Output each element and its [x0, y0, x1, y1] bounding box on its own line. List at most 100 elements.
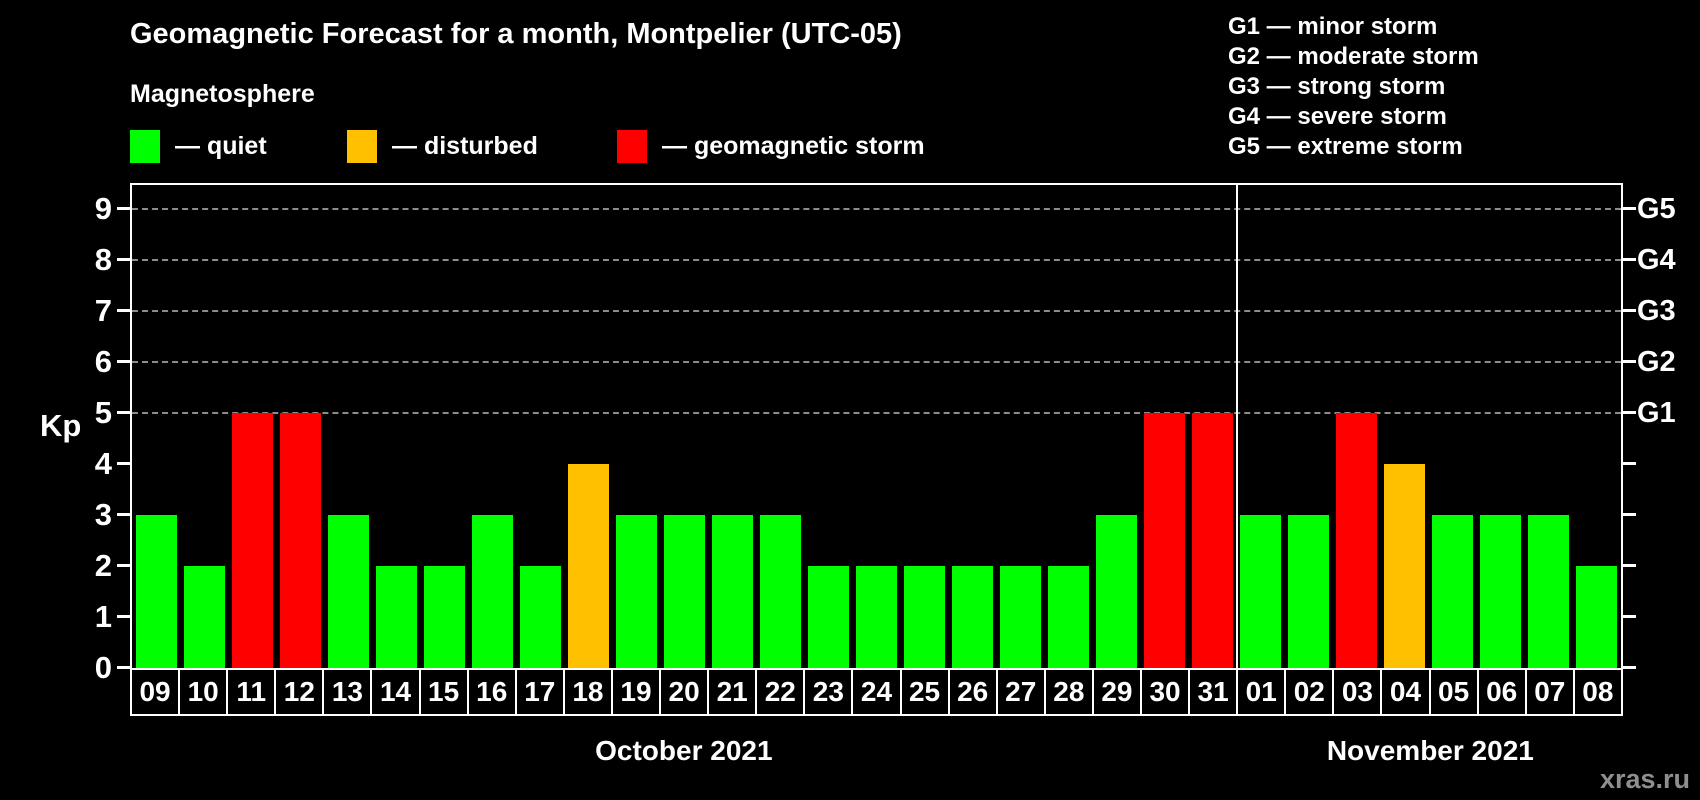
month-label: October 2021 — [595, 735, 773, 766]
y-axis-tick — [117, 615, 130, 618]
bar-cell — [420, 566, 468, 668]
kp-bar-day-23 — [807, 566, 849, 668]
gridline-kp8 — [132, 259, 1621, 261]
day-label-11: 11 — [226, 668, 277, 716]
y-axis-tick — [117, 513, 130, 516]
kp-bar-day-29 — [1096, 515, 1138, 668]
y-axis-tick — [117, 360, 130, 363]
bar-cell — [852, 566, 900, 668]
legend-item-disturbed: — disturbed — [347, 130, 538, 163]
kp-bar-day-03 — [1336, 413, 1378, 668]
g-level-label-g5: G5 — [1637, 193, 1676, 225]
day-label-17: 17 — [514, 668, 565, 716]
right-axis-tick — [1623, 564, 1636, 567]
y-axis-tick-label: 7 — [94, 293, 112, 328]
y-axis-tick — [117, 564, 130, 567]
kp-bar-day-30 — [1144, 413, 1186, 668]
bar-cell — [564, 464, 612, 668]
bar-cell — [1477, 515, 1525, 668]
bar-cell — [1045, 566, 1093, 668]
bar-cell — [228, 413, 276, 668]
bar-cell — [372, 566, 420, 668]
g-legend-line-4: G4 — severe storm — [1228, 103, 1447, 130]
g-level-label-g4: G4 — [1637, 244, 1676, 276]
gridline-kp9 — [132, 208, 1621, 210]
right-axis-tick — [1623, 666, 1636, 669]
bar-cell — [468, 515, 516, 668]
legend-swatch-disturbed — [347, 130, 377, 163]
day-label-20: 20 — [659, 668, 710, 716]
day-label-02: 02 — [1284, 668, 1335, 716]
y-axis-tick-label: 3 — [94, 497, 112, 532]
bar-cell — [1525, 515, 1573, 668]
bar-cell — [1285, 515, 1333, 668]
y-axis-tick — [117, 207, 130, 210]
day-label-15: 15 — [418, 668, 469, 716]
bar-cell — [276, 413, 324, 668]
kp-bar-day-07 — [1528, 515, 1570, 668]
legend-label-disturbed: — disturbed — [392, 132, 538, 160]
y-axis-tick — [117, 666, 130, 669]
bar-cell — [708, 515, 756, 668]
kp-bar-day-04 — [1384, 464, 1426, 668]
legend-swatch-storm — [617, 130, 647, 163]
y-axis-tick — [117, 411, 130, 414]
bar-cell — [1429, 515, 1477, 668]
y-axis-tick — [117, 258, 130, 261]
bar-cell — [132, 515, 180, 668]
bar-cell — [1381, 464, 1429, 668]
right-axis-tick — [1623, 513, 1636, 516]
kp-bar-day-09 — [135, 515, 177, 668]
watermark: xras.ru — [1599, 764, 1690, 794]
bar-cell — [804, 566, 852, 668]
right-axis-tick — [1623, 207, 1636, 210]
right-axis-tick — [1623, 360, 1636, 363]
kp-bar-day-12 — [279, 413, 321, 668]
kp-bar-day-13 — [327, 515, 369, 668]
gridline-kp6 — [132, 361, 1621, 363]
day-label-31: 31 — [1188, 668, 1239, 716]
bar-cell — [660, 515, 708, 668]
bar-cell — [612, 515, 660, 668]
day-label-23: 23 — [803, 668, 854, 716]
right-axis-tick — [1623, 309, 1636, 312]
day-label-04: 04 — [1380, 668, 1431, 716]
kp-bar-day-06 — [1480, 515, 1522, 668]
legend-item-quiet: — quiet — [130, 130, 267, 163]
kp-bar-day-14 — [375, 566, 417, 668]
month-separator-line — [1235, 185, 1238, 668]
y-axis-tick-label: 5 — [94, 395, 112, 430]
right-axis-tick — [1623, 411, 1636, 414]
g-level-label-g2: G2 — [1637, 346, 1676, 378]
month-label: November 2021 — [1326, 735, 1534, 766]
legend-label-quiet: — quiet — [175, 132, 267, 160]
kp-bar-day-11 — [231, 413, 273, 668]
bar-cell — [180, 566, 228, 668]
bar-cell — [324, 515, 372, 668]
bar-cell — [756, 515, 804, 668]
day-label-03: 03 — [1332, 668, 1383, 716]
kp-bar-day-05 — [1432, 515, 1474, 668]
day-label-24: 24 — [851, 668, 902, 716]
bar-cell — [1189, 413, 1237, 668]
kp-bar-day-21 — [711, 515, 753, 668]
kp-bar-day-10 — [183, 566, 225, 668]
kp-bar-day-28 — [1048, 566, 1090, 668]
gridline-kp5 — [132, 412, 1621, 414]
kp-bar-day-20 — [663, 515, 705, 668]
legend-swatch-quiet — [130, 130, 160, 163]
day-label-29: 29 — [1091, 668, 1142, 716]
g-legend-line-1: G1 — minor storm — [1228, 13, 1438, 40]
bar-cell — [1237, 515, 1285, 668]
day-label-10: 10 — [178, 668, 229, 716]
bar-cell — [949, 566, 997, 668]
right-axis-tick — [1623, 258, 1636, 261]
bars-container — [132, 185, 1621, 668]
y-axis-tick — [117, 309, 130, 312]
right-axis-tick — [1623, 615, 1636, 618]
kp-bar-day-01 — [1240, 515, 1282, 668]
bar-cell — [1333, 413, 1381, 668]
day-label-28: 28 — [1043, 668, 1094, 716]
day-label-18: 18 — [562, 668, 613, 716]
right-axis-tick — [1623, 462, 1636, 465]
